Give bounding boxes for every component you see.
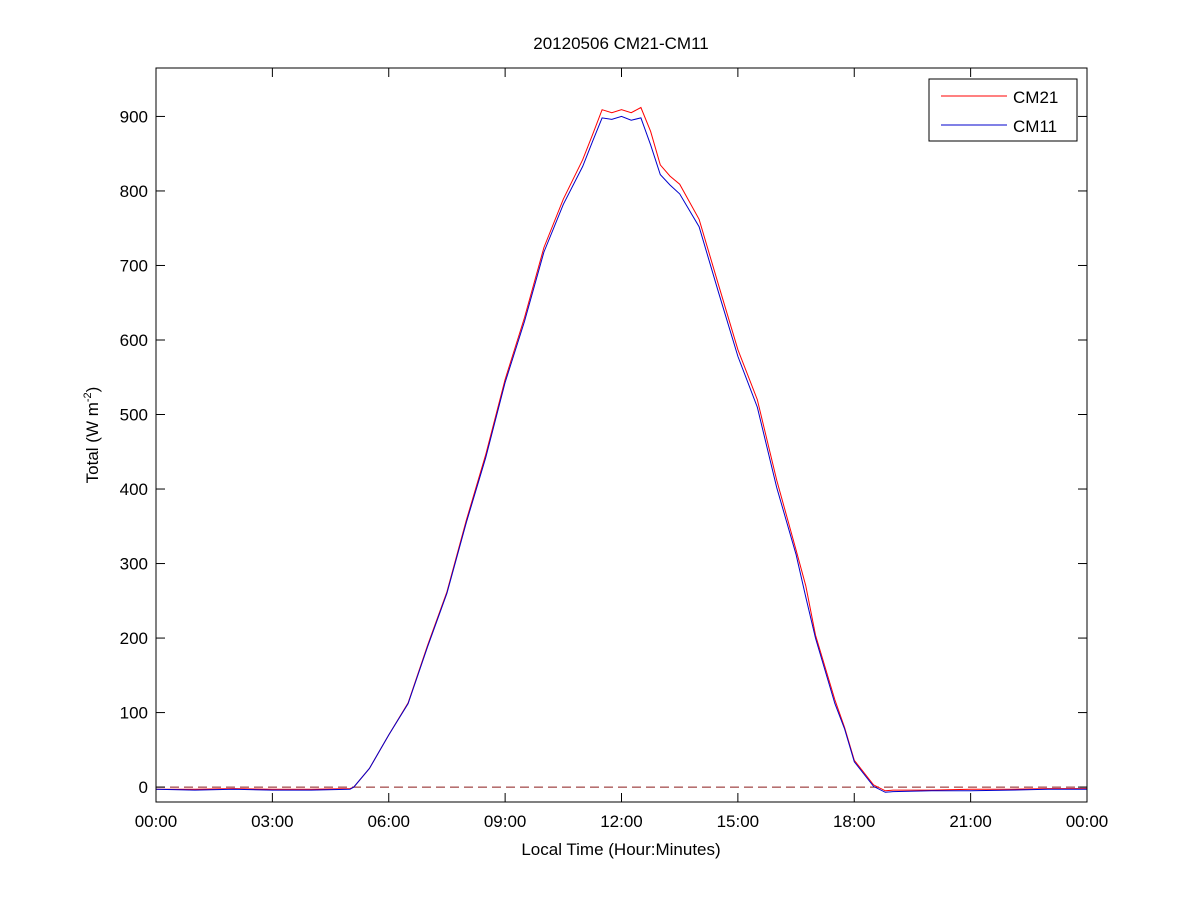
- y-axis: 0 100 200 300 400 500 600 700 800 900: [120, 107, 1087, 797]
- x-tick-label: 12:00: [600, 812, 643, 831]
- x-axis-label: Local Time (Hour:Minutes): [521, 840, 720, 859]
- legend-label-cm11: CM11: [1013, 117, 1057, 136]
- y-axis-label-end: ): [83, 387, 102, 393]
- x-axis: 00:00 03:00 06:00 09:00 12:00 15:00 18:00 21:00…: [135, 68, 1109, 831]
- series-layer: [155, 106, 1087, 793]
- y-axis-label-main: Total (W m: [83, 402, 102, 483]
- y-tick-label: 300: [120, 555, 148, 574]
- x-tick-label: 00:00: [135, 812, 178, 831]
- x-tick-label: 03:00: [251, 812, 294, 831]
- y-tick-label: 200: [120, 629, 148, 648]
- y-axis-label-exponent: -2: [82, 392, 94, 402]
- legend-box: [928, 78, 1078, 142]
- y-tick-label: 800: [120, 182, 148, 201]
- series-line-cm11: [155, 115, 1087, 793]
- y-tick-label: 600: [120, 331, 148, 350]
- y-tick-label: 100: [120, 704, 148, 723]
- x-tick-label: 18:00: [833, 812, 876, 831]
- y-axis-label: Total (W m-2): [82, 387, 102, 484]
- x-tick-label: 06:00: [367, 812, 410, 831]
- legend: CM21 CM11: [928, 78, 1078, 142]
- legend-label-cm21: CM21: [1013, 88, 1058, 107]
- y-tick-label: 900: [120, 107, 148, 126]
- x-tick-label: 21:00: [949, 812, 992, 831]
- x-tick-label: 15:00: [717, 812, 760, 831]
- y-tick-label: 0: [139, 778, 148, 797]
- x-tick-label: 00:00: [1066, 812, 1109, 831]
- plot-area: [156, 68, 1087, 802]
- y-tick-label: 700: [120, 256, 148, 275]
- y-tick-label: 400: [120, 480, 148, 499]
- x-tick-label: 09:00: [484, 812, 527, 831]
- chart-title: 20120506 CM21-CM11: [533, 34, 708, 53]
- y-tick-label: 500: [120, 406, 148, 425]
